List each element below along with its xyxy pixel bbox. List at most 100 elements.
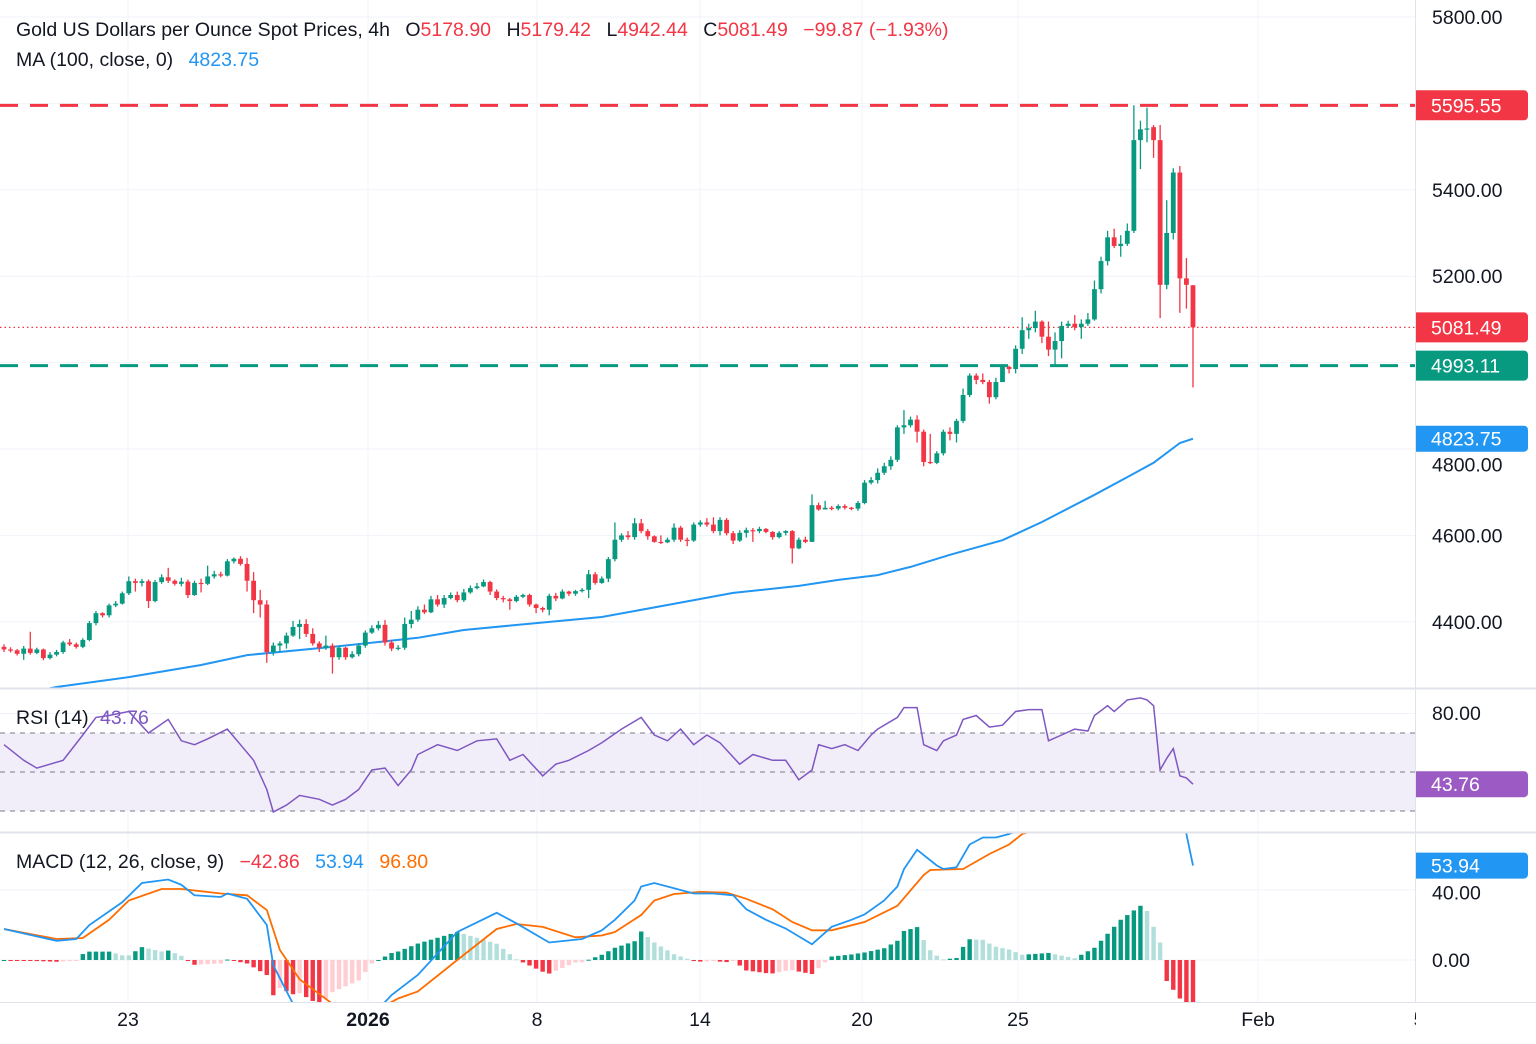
symbol-legend[interactable]: Gold US Dollars per Ounce Spot Prices, 4… xyxy=(16,18,949,42)
price-pane[interactable] xyxy=(0,0,1415,691)
candle-body-up xyxy=(855,503,861,509)
ma-legend[interactable]: MA (100, close, 0) 4823.75 xyxy=(16,48,259,72)
macd-pane[interactable] xyxy=(0,715,1415,1039)
macd-histogram-bar xyxy=(205,960,210,965)
macd-histogram-bar xyxy=(1157,942,1163,960)
macd-histogram-bar xyxy=(159,951,164,960)
macd-histogram-bar xyxy=(74,960,79,961)
macd-histogram-bar xyxy=(1184,960,1189,1002)
candle xyxy=(816,502,821,511)
time-axis[interactable]: 23 2026 8 14 20 25 Feb 5 xyxy=(117,1009,1424,1031)
candle xyxy=(927,433,933,465)
macd-histogram-bar xyxy=(198,960,204,965)
macd-histogram-bar xyxy=(1131,910,1137,960)
macd-histogram-bar xyxy=(1039,953,1045,960)
candle-body-up xyxy=(152,582,158,602)
candle xyxy=(448,592,454,600)
candle xyxy=(100,612,105,618)
rsi-pane[interactable] xyxy=(0,689,1415,832)
candle xyxy=(152,579,158,603)
candle-body-up xyxy=(783,531,789,533)
macd-axis[interactable]: 40.00 0.00 xyxy=(1432,883,1481,972)
candle-body-down xyxy=(927,461,933,464)
candle xyxy=(119,591,125,605)
candle xyxy=(73,642,79,649)
candle-body-up xyxy=(1170,172,1176,233)
candle-body-up xyxy=(80,639,86,647)
macd-value-tag: 53.94 xyxy=(1416,852,1528,879)
candle xyxy=(146,579,151,608)
candlesticks xyxy=(1,105,1196,674)
rsi-legend[interactable]: RSI (14) 43.76 xyxy=(16,706,149,730)
candle-body-up xyxy=(119,593,125,604)
macd-histogram-bar xyxy=(527,960,532,966)
candle-body-down xyxy=(41,649,46,659)
macd-histogram-bar xyxy=(757,960,762,973)
tag-value: 5081.49 xyxy=(1431,317,1502,339)
rsi-line xyxy=(3,697,1194,814)
candle xyxy=(743,527,749,538)
macd-histogram-bar xyxy=(1190,960,1196,1002)
price-axis-label: 4600.00 xyxy=(1432,525,1503,547)
macd-histogram-bar xyxy=(481,939,486,960)
candle-body-up xyxy=(862,482,867,503)
candle xyxy=(717,517,723,536)
macd-histogram-bar xyxy=(888,944,894,960)
macd-histogram-bar xyxy=(428,939,434,960)
candle-body-up xyxy=(336,647,342,658)
candle-body-down xyxy=(1039,321,1045,337)
candle-body-up xyxy=(888,459,894,467)
candle-body-up xyxy=(960,395,966,421)
candle xyxy=(737,530,743,542)
candle xyxy=(908,416,913,428)
ma-legend-value: 4823.75 xyxy=(188,49,260,71)
macd-histogram-bar xyxy=(553,960,558,971)
macd-histogram-bar xyxy=(1065,956,1071,960)
macd-legend[interactable]: MACD (12, 26, close, 9) −42.86 53.94 96.… xyxy=(16,850,428,874)
macd-histogram-bar xyxy=(540,960,545,972)
macd-histogram-bar xyxy=(625,943,631,960)
price-axis[interactable]: 5800.00 5400.00 5200.00 4800.00 4600.00 … xyxy=(1432,7,1503,634)
candle xyxy=(454,591,460,603)
macd-histogram-value: −42.86 xyxy=(239,851,300,873)
candle-body-up xyxy=(211,574,217,577)
candle-body-down xyxy=(389,642,394,649)
rsi-value-tag: 43.76 xyxy=(1416,771,1528,798)
candle xyxy=(218,571,224,578)
candle-body-up xyxy=(875,472,881,481)
candle-body-down xyxy=(638,523,644,532)
macd-histogram-bar xyxy=(264,960,269,976)
macd-histogram-bar xyxy=(435,937,440,960)
macd-histogram-bar xyxy=(244,960,250,964)
macd-histogram-bar xyxy=(816,960,821,969)
tag-value: 4993.11 xyxy=(1431,356,1500,378)
candle xyxy=(1006,365,1012,374)
candle-body-down xyxy=(238,558,243,564)
candle xyxy=(60,640,66,654)
candle-body-down xyxy=(973,375,979,380)
macd-histogram-bar xyxy=(1144,911,1150,960)
price-gridlines xyxy=(0,0,1415,688)
candle-body-up xyxy=(1164,233,1170,285)
candle xyxy=(638,518,644,534)
macd-histogram-bar xyxy=(547,960,552,974)
macd-histogram-bar xyxy=(487,941,493,960)
candle-body-down xyxy=(14,650,20,654)
rsi-axis[interactable]: 80.00 xyxy=(1432,703,1481,725)
candle-body-down xyxy=(172,580,178,584)
macd-histogram-bar xyxy=(914,927,920,960)
candle xyxy=(803,536,808,544)
candle-body-down xyxy=(1046,336,1051,350)
macd-histogram-bar xyxy=(297,960,302,994)
horizontal-levels[interactable] xyxy=(0,103,1415,368)
candle-body-up xyxy=(776,532,782,538)
candle-body-up xyxy=(1032,321,1038,329)
candle-body-up xyxy=(940,431,946,454)
candle-body-down xyxy=(8,649,13,651)
macd-histogram-bar xyxy=(1177,960,1183,999)
macd-histogram-bar xyxy=(395,951,401,960)
candle-body-up xyxy=(21,648,27,654)
candle-body-up xyxy=(441,598,447,605)
candle-body-up xyxy=(369,628,375,633)
